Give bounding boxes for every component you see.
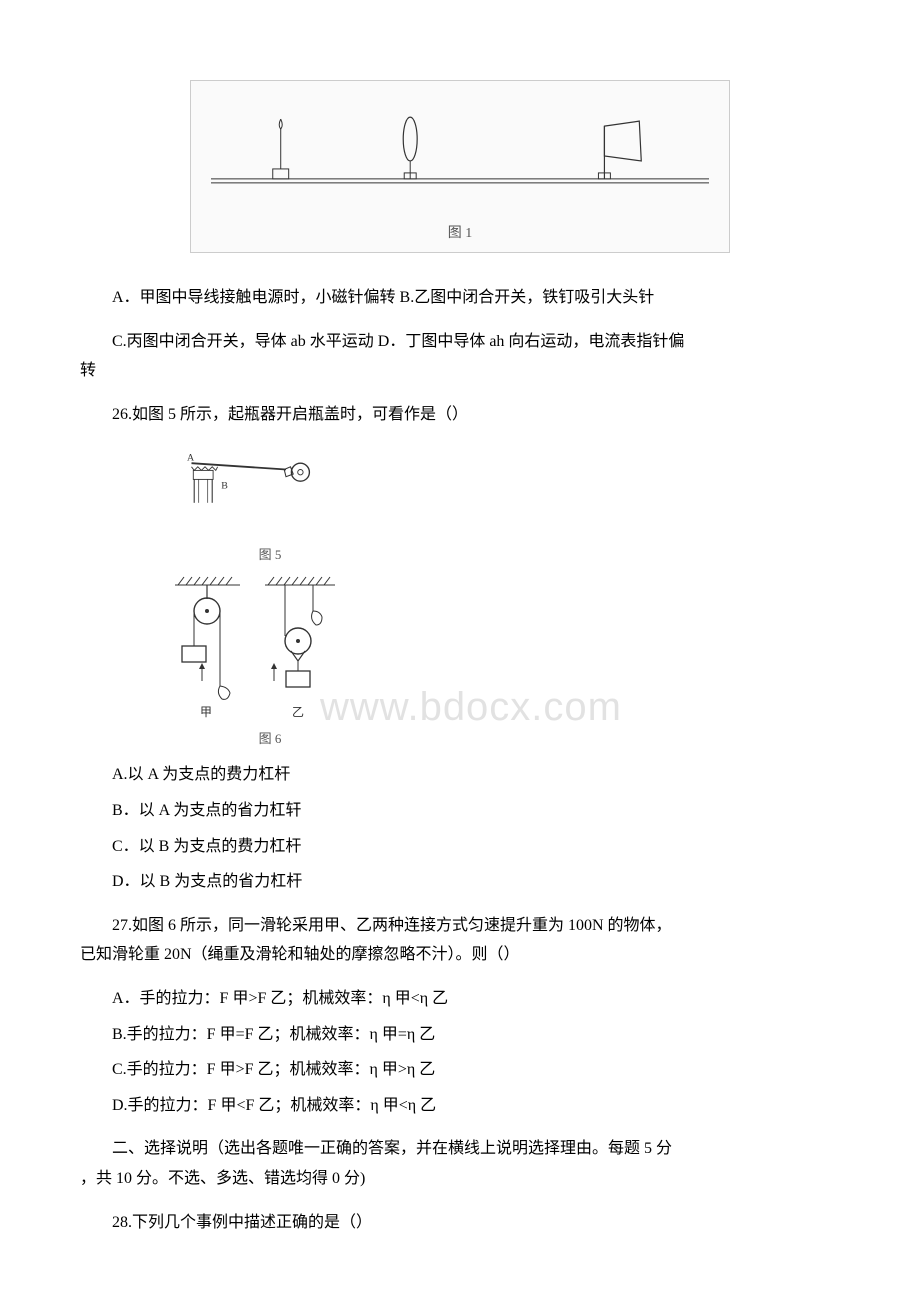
q25-options-ab: A．甲图中导线接触电源时，小磁针偏转 B.乙图中闭合开关，铁钉吸引大头针 — [80, 283, 840, 313]
figure-5-caption: 图 5 — [170, 544, 370, 563]
q25-options-cd-2: 转 — [80, 356, 840, 386]
q27-stem-1: 27.如图 6 所示，同一滑轮采用甲、乙两种连接方式匀速提升重为 100N 的物… — [80, 911, 840, 941]
q26-option-a: A.以 A 为支点的费力杠杆 — [80, 760, 840, 790]
figure-1-svg — [211, 91, 709, 211]
watermark-text: www.bdocx.com — [320, 685, 840, 730]
figure6-left-label: 甲 — [200, 705, 212, 719]
q27-option-b: B.手的拉力：F 甲=F 乙；机械效率：η 甲=η 乙 — [80, 1020, 840, 1050]
figure-6-caption: 图 6 — [170, 728, 370, 747]
figure6-right-label: 乙 — [292, 705, 304, 719]
q26-option-d: D．以 B 为支点的省力杠杆 — [80, 867, 840, 897]
q27-option-c: C.手的拉力：F 甲>F 乙；机械效率：η 甲>η 乙 — [80, 1055, 840, 1085]
q26-option-b: B．以 A 为支点的省力杠轩 — [80, 796, 840, 826]
q26-option-c: C．以 B 为支点的费力杠杆 — [80, 832, 840, 862]
figure-1: 图 1 — [190, 80, 730, 253]
figure-5-svg: A B — [170, 447, 330, 537]
q27-option-a: A．手的拉力：F 甲>F 乙；机械效率：η 甲<η 乙 — [80, 984, 840, 1014]
q28-stem: 28.下列几个事例中描述正确的是（） — [80, 1208, 840, 1238]
section2-line1: 二、选择说明（选出各题唯一正确的答案，并在横线上说明选择理由。每题 5 分 — [80, 1134, 840, 1164]
svg-text:A: A — [187, 453, 195, 464]
q27-stem-2: 已知滑轮重 20N（绳重及滑轮和轴处的摩擦忽略不汁）。则（） — [80, 940, 840, 970]
figure-1-container: 图 1 — [80, 80, 840, 253]
svg-text:B: B — [221, 481, 228, 492]
q27-option-d: D.手的拉力：F 甲<F 乙；机械效率：η 甲<η 乙 — [80, 1091, 840, 1121]
q26-stem: 26.如图 5 所示，起瓶器开启瓶盖时，可看作是（） — [80, 400, 840, 430]
figure-1-caption: 图 1 — [211, 222, 709, 242]
section2-line2: ，共 10 分。不选、多选、错选均得 0 分) — [80, 1164, 840, 1194]
q25-options-cd-1: C.丙图中闭合开关，导体 ab 水平运动 D．丁图中导体 ah 向右运动，电流表… — [80, 327, 840, 357]
